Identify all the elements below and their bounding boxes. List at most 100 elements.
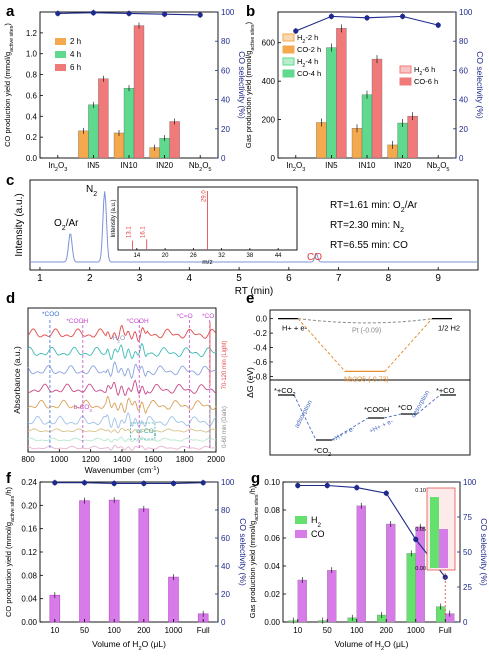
panel-c-inset-xtick-label: 20: [162, 253, 169, 259]
panel-g-xtick-label: 1000: [407, 626, 425, 635]
panel-a-xtick-label: In2O3: [48, 161, 67, 173]
panel-f-xtick-label: 1000: [165, 626, 183, 635]
panel-f-xlabel-part: O (μL): [142, 639, 166, 649]
panel-a-bar: [123, 87, 135, 159]
panel-b-ytick-label: 400: [262, 77, 276, 86]
panel-a-ylabel: CO production yield (mmol/gactive sites): [3, 23, 15, 147]
panel-b-y2label: CO selectivity (%): [475, 51, 485, 119]
panel-c-peak-label: N2: [86, 184, 97, 198]
panel-f-xtick-label: 50: [80, 626, 89, 635]
panel-a-bar: [169, 121, 180, 159]
panel-g-y2tick-label: 25: [463, 583, 472, 592]
panel-e-state-label: *CO2: [314, 446, 331, 458]
panel-g-ylabel-part: active sites: [254, 494, 260, 521]
panel-b-xtick-label-part: 2: [437, 167, 440, 173]
panel-f-y2tick-label: 100: [221, 478, 235, 487]
panel-a-y2tick-label: 80: [221, 37, 230, 46]
panel-b-y2tick-label: 60: [459, 66, 468, 75]
panel-a-ytick-label: 0.2: [26, 133, 38, 142]
panel-c-annotation-part: 2: [401, 207, 405, 214]
panel-b-ylabel-part: active sites: [250, 24, 256, 51]
panel-b-xtick-label: Nb2O5: [427, 161, 450, 173]
panel-b-bar: [371, 58, 383, 159]
panel-b-bar: [326, 47, 337, 159]
panel-e-state-label: *COOH: [364, 405, 389, 414]
panel-c-xtick-label: 3: [137, 273, 143, 284]
panel-a-xtick-label-part: IN20: [156, 161, 173, 170]
panel-c-inset-xtick-label: 14: [133, 253, 140, 259]
panel-e-bottom-frame: [269, 379, 471, 456]
panel-a-xtick-label: IN10: [121, 161, 138, 170]
panel-d-xtick-label: 1000: [50, 455, 68, 464]
panel-b-legend-label-part: 2: [302, 63, 305, 69]
panel-a-xtick-label-part: Nb: [189, 161, 200, 170]
panel-g-bar: [386, 523, 396, 623]
panel-a-y2tick-label: 100: [221, 8, 235, 17]
panel-d-xtick-label: 2000: [207, 455, 225, 464]
panel-e-nb-path: [297, 318, 433, 372]
panel-a-y2tick-label: 0: [221, 154, 226, 163]
panel-f-y2tick-label: 0: [221, 618, 226, 627]
panel-b-legend-swatch: [399, 65, 412, 74]
panel-b-legend-swatch: [282, 57, 295, 66]
panel-b-legend-label: H2-2 h: [297, 33, 318, 45]
panel-letter-d: d: [6, 290, 15, 307]
panel-d-xlabel-part: Wavenumber (cm: [85, 465, 152, 475]
panel-b-legend-label-part: CO-6 h: [414, 77, 438, 86]
panel-a-y2tick-label: 60: [221, 66, 230, 75]
panel-c-xtick-label: 5: [236, 273, 242, 284]
panel-g-ylabel-part: /h): [248, 485, 257, 494]
panel-c-annotation: RT=6.55 min: CO: [330, 240, 408, 251]
panel-b-legend-label-part: H: [414, 65, 419, 74]
panel-b-legend-label: CO-2 h: [297, 45, 321, 54]
panel-a-xtick-label-part: O: [202, 161, 208, 170]
panel-g-xtick-label: 200: [380, 626, 394, 635]
panel-c-inset-xtick-label: 32: [218, 253, 225, 259]
panel-d-band-label-part: *COO: [42, 311, 59, 318]
panel-g-bar: [356, 505, 366, 623]
panel-g-ylabel-part: Gas production yield (mmol/g: [248, 521, 257, 619]
panel-b-xtick-label-part: O: [296, 161, 302, 170]
panel-f-ylabel-part: /h): [4, 487, 13, 496]
panel-a-y2label: CO selectivity (%): [237, 51, 247, 119]
panel-c-inset-ylabel: Intensity (a.u.): [111, 199, 117, 237]
panel-g-ylabel: Gas production yield (mmol/gactive sites…: [248, 485, 260, 618]
panel-a-bar: [78, 130, 89, 159]
panel-e-state-label-part: *COOH: [364, 405, 389, 414]
panel-b-legend-label-part: CO-4 h: [297, 69, 321, 78]
panel-c-inset-peak-label: 16.1: [141, 226, 147, 238]
panel-a-xtick-label-part: 2: [199, 167, 202, 173]
panel-d-xlabel: Wavenumber (cm-1): [85, 465, 160, 475]
panel-d-range-label: 0-60 min (Dark): [222, 406, 228, 448]
panel-b-bar: [407, 115, 418, 159]
panel-a-xtick-label-part: IN5: [87, 161, 100, 170]
panel-c-xtick-label: 1: [37, 273, 43, 284]
panel-b-xtick-label: IN5: [325, 161, 338, 170]
panel-b-legend-label-part: 2: [302, 39, 305, 45]
panel-f-xtick-label: 100: [107, 626, 121, 635]
panel-b-xtick-label-part: IN5: [325, 161, 338, 170]
panel-g-y2tick-label: 50: [463, 548, 472, 557]
panel-e-state-label-part: *CO: [314, 446, 328, 455]
panel-c-inset-peak-label: 29.0: [202, 190, 208, 202]
panel-f-bar: [108, 499, 120, 623]
panel-c-xtick-label: 4: [187, 273, 193, 284]
panel-e-state-label-part: *+CO: [274, 386, 293, 395]
panel-e-ytick-label: -0.2: [253, 329, 267, 338]
panel-g-bar: [406, 553, 416, 623]
panel-a-xtick-label-part: In: [48, 161, 55, 170]
panel-c-annotation-part: RT=2.30 min: N: [330, 220, 400, 231]
panel-e-right-label: 1/2 H2: [438, 324, 460, 333]
panel-b-xtick-label: In2O3: [286, 161, 305, 173]
panel-f-y2tick-label: 80: [221, 506, 230, 515]
panel-d-xlabel-part: -1: [151, 466, 156, 472]
panel-d-xtick-label: 1400: [113, 455, 131, 464]
panel-f-xtick-label: 200: [137, 626, 151, 635]
panel-g-legend-label-part: 2: [318, 522, 322, 529]
panel-b-xtick-label: IN10: [359, 161, 376, 170]
panel-e-pt-path: [297, 318, 433, 324]
panel-e-step-label: +H+ + e-: [368, 418, 394, 435]
panel-a-legend-swatch: [55, 64, 66, 71]
panel-f-bar: [79, 500, 90, 623]
panel-e-state-label: *CO: [398, 403, 412, 412]
